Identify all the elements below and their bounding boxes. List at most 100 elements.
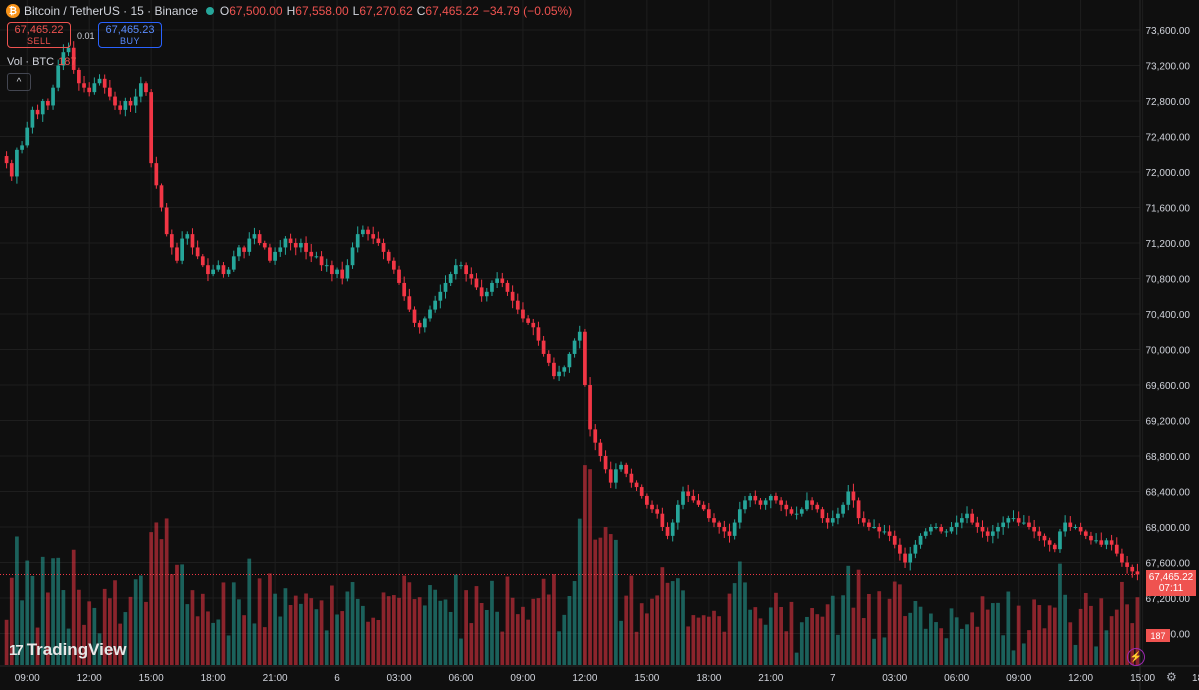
candle-body bbox=[1021, 522, 1026, 524]
price-axis-label: 73,200.00 bbox=[1146, 62, 1191, 73]
volume-bar bbox=[1047, 605, 1052, 665]
volume-legend[interactable]: Vol · BTC 187 bbox=[7, 56, 76, 68]
volume-bar bbox=[980, 596, 985, 665]
candle-body bbox=[1125, 562, 1129, 567]
volume-bar bbox=[867, 593, 871, 665]
sell-label: SELL bbox=[26, 36, 52, 46]
candle-body bbox=[970, 513, 975, 523]
candle-body bbox=[815, 504, 820, 510]
bolt-icon[interactable]: ⚡ bbox=[1127, 648, 1145, 666]
tradingview-logo[interactable]: 17 TradingView bbox=[9, 640, 127, 660]
candle-body bbox=[376, 238, 381, 243]
candle-body bbox=[861, 518, 866, 523]
candle-body bbox=[990, 531, 995, 536]
volume-bar bbox=[712, 610, 716, 665]
collapse-legend-button[interactable]: ^ bbox=[7, 73, 31, 91]
candle-body bbox=[9, 163, 14, 177]
last-price-value: 67,465.22 bbox=[1148, 572, 1194, 583]
volume-bar bbox=[923, 628, 928, 665]
candle-body bbox=[655, 509, 660, 514]
time-axis-label: 12:00 bbox=[1068, 673, 1093, 684]
buy-label: BUY bbox=[119, 36, 140, 46]
volume-bar bbox=[603, 527, 608, 665]
candle-body bbox=[288, 238, 293, 243]
time-axis[interactable]: 09:00 12:00 15:00 18:00 21:00 6 03:00 06:00 09:0… bbox=[15, 673, 1199, 684]
volume-bar bbox=[846, 565, 851, 665]
candle-body bbox=[1114, 544, 1119, 554]
volume-bar bbox=[650, 598, 654, 665]
candle-body bbox=[92, 83, 97, 93]
candle-body bbox=[923, 531, 928, 536]
time-axis-label: 18:00 bbox=[201, 673, 226, 684]
volume-bar bbox=[732, 583, 737, 665]
candle-body bbox=[314, 256, 319, 258]
volume-bar bbox=[686, 626, 691, 665]
last-price-tag: 67,465.22 07:11 bbox=[1146, 570, 1196, 596]
high-label: H bbox=[286, 4, 296, 18]
sell-button[interactable]: 67,465.22 SELL bbox=[7, 22, 71, 48]
volume-bar bbox=[324, 630, 329, 665]
candle-body bbox=[252, 234, 257, 239]
candlesticks bbox=[4, 41, 1140, 581]
volume-bar bbox=[15, 536, 19, 665]
candle-body bbox=[1130, 566, 1135, 572]
price-axis-label: 72,000.00 bbox=[1146, 168, 1191, 179]
volume-bar bbox=[758, 618, 763, 665]
volume-bar bbox=[768, 607, 773, 665]
volume-bar bbox=[128, 596, 133, 665]
volume-bar bbox=[1104, 630, 1109, 665]
candle-body bbox=[929, 527, 933, 532]
volume-bar bbox=[350, 582, 355, 665]
candle-body bbox=[1099, 540, 1104, 545]
buy-button[interactable]: 67,465.23 BUY bbox=[98, 22, 162, 48]
candle-body bbox=[257, 234, 262, 243]
candle-body bbox=[159, 185, 164, 208]
volume-bar bbox=[701, 615, 706, 665]
candle-body bbox=[722, 527, 727, 532]
candle-body bbox=[1037, 531, 1042, 536]
volume-legend-value: 187 bbox=[58, 56, 77, 68]
candle-body bbox=[583, 331, 587, 385]
candle-body bbox=[283, 238, 288, 248]
volume-bar bbox=[841, 595, 845, 665]
candle-body bbox=[567, 353, 572, 368]
candle-body bbox=[675, 504, 680, 523]
candle-body bbox=[30, 109, 35, 128]
volume-bar bbox=[190, 590, 195, 665]
volume-bar bbox=[319, 600, 324, 665]
price-axis-label: 68,400.00 bbox=[1146, 488, 1191, 499]
candle-body bbox=[77, 69, 81, 84]
symbol-header: ₿ Bitcoin / TetherUS · 15 · Binance O 67,… bbox=[0, 0, 576, 22]
volume-bar bbox=[335, 614, 339, 665]
volume-bar bbox=[412, 599, 417, 665]
volume-bar bbox=[107, 598, 112, 665]
volume-bar bbox=[898, 584, 902, 665]
candle-body bbox=[200, 256, 205, 266]
volume-bar bbox=[355, 598, 360, 665]
candle-body bbox=[681, 491, 685, 505]
symbol-title[interactable]: Bitcoin / TetherUS · 15 · Binance bbox=[24, 4, 198, 18]
candle-body bbox=[386, 251, 391, 261]
candle-body bbox=[552, 362, 556, 377]
volume-bar bbox=[944, 638, 949, 665]
volume-bar bbox=[1094, 646, 1098, 665]
volume-bar bbox=[30, 575, 35, 665]
volume-bar bbox=[913, 600, 918, 665]
candle-body bbox=[794, 513, 799, 515]
volume-bar bbox=[990, 603, 995, 665]
candle-body bbox=[913, 544, 918, 554]
volume-bar bbox=[133, 579, 138, 665]
volume-bar bbox=[500, 631, 505, 665]
candle-body bbox=[335, 269, 339, 275]
volume-bar bbox=[221, 582, 226, 665]
candle-body bbox=[195, 247, 200, 257]
price-axis[interactable]: 74,000.00 73,600.00 73,200.00 72,800.00 72,4… bbox=[1146, 0, 1191, 641]
volume-bar bbox=[908, 612, 913, 665]
settings-gear-icon[interactable]: ⚙ bbox=[1166, 670, 1177, 684]
volume-bar bbox=[552, 574, 556, 665]
candle-body bbox=[619, 464, 623, 470]
volume-bar bbox=[484, 609, 489, 665]
candle-body bbox=[727, 531, 732, 536]
candle-body bbox=[1052, 544, 1057, 550]
